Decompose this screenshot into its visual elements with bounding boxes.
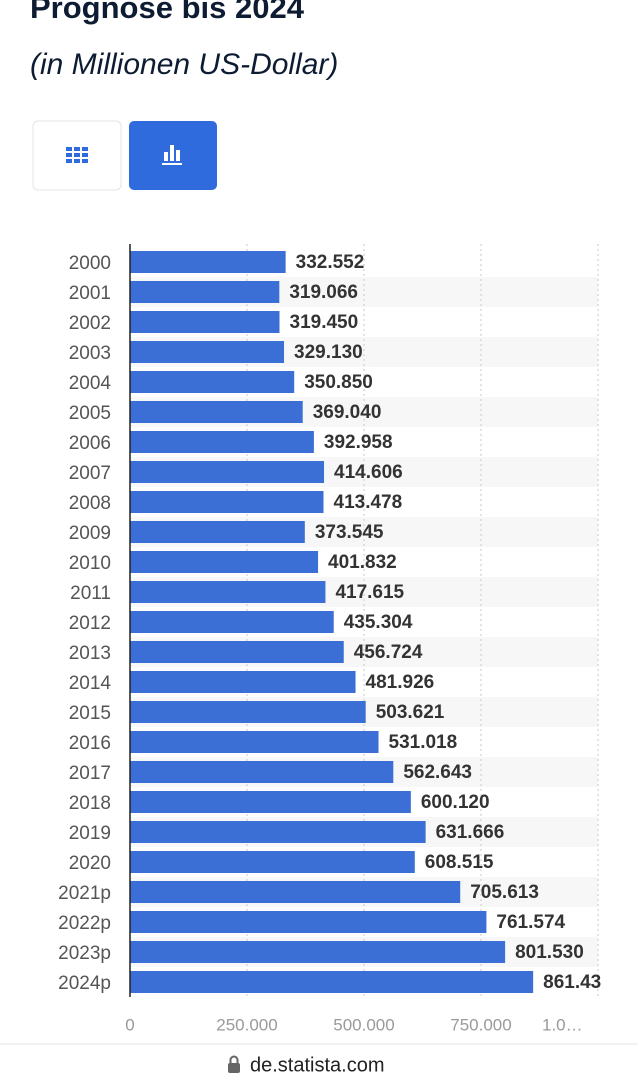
value-label: 350.850 <box>304 372 373 393</box>
y-tick-label: 2009 <box>69 523 111 544</box>
value-label: 861.43 <box>543 972 601 993</box>
value-label: 801.530 <box>515 942 584 963</box>
value-label: 329.130 <box>294 342 363 363</box>
y-tick-label: 2017 <box>69 763 111 784</box>
value-label: 369.040 <box>313 402 382 423</box>
bar <box>130 581 326 603</box>
lock-icon <box>228 1055 240 1073</box>
bar <box>130 881 461 903</box>
y-tick-label: 2022p <box>58 913 111 934</box>
y-tick-label: 2005 <box>69 403 111 424</box>
bar <box>130 911 487 933</box>
y-tick-label: 2020 <box>69 853 111 874</box>
bar <box>130 821 426 843</box>
subtitle: (in Millionen US-Dollar) <box>30 48 338 81</box>
y-tick-label: 2001 <box>69 283 111 304</box>
bar <box>130 341 285 363</box>
x-tick-label: 500.000 <box>333 1015 394 1034</box>
bar <box>130 521 305 543</box>
grid-icon <box>66 147 88 163</box>
y-tick-label: 2014 <box>69 673 112 694</box>
bar <box>130 611 334 633</box>
value-label: 373.545 <box>315 522 384 543</box>
value-label: 631.666 <box>436 822 505 843</box>
y-tick-label: 2000 <box>69 253 111 274</box>
bar <box>130 281 280 303</box>
bar <box>130 371 295 393</box>
y-tick-label: 2015 <box>69 703 111 724</box>
bar <box>130 791 411 813</box>
value-label: 481.926 <box>366 672 435 693</box>
y-tick-label: 2023p <box>58 943 111 964</box>
source: de.statista.com <box>250 1054 385 1076</box>
y-tick-label: 2004 <box>69 373 112 394</box>
bar <box>130 701 366 723</box>
y-tick-label: 2007 <box>69 463 111 484</box>
value-label: 600.120 <box>421 792 490 813</box>
x-tick-label: 0 <box>125 1015 134 1034</box>
plot: 0 250.000 500.000 750.000 1.0… 2000 332.552 200… <box>58 244 601 1034</box>
y-tick-label: 2019 <box>69 823 111 844</box>
bar <box>130 671 356 693</box>
value-label: 319.066 <box>289 282 358 303</box>
value-label: 319.450 <box>290 312 359 333</box>
value-label: 608.515 <box>425 852 494 873</box>
x-tick-label: 750.000 <box>450 1015 511 1034</box>
y-tick-label: 2018 <box>69 793 111 814</box>
value-label: 392.958 <box>324 432 393 453</box>
value-label: 413.478 <box>334 492 403 513</box>
bar <box>130 491 324 513</box>
x-tick-label: 1.0… <box>542 1015 583 1034</box>
bar <box>130 731 379 753</box>
value-label: 761.574 <box>496 912 565 933</box>
y-tick-label: 2010 <box>69 553 111 574</box>
value-label: 332.552 <box>296 252 365 273</box>
value-label: 562.643 <box>403 762 472 783</box>
value-label: 401.832 <box>328 552 397 573</box>
value-label: 705.613 <box>470 882 539 903</box>
bar <box>130 311 280 333</box>
value-label: 503.621 <box>376 702 445 723</box>
y-tick-label: 2024p <box>58 973 111 994</box>
y-tick-label: 2012 <box>69 613 111 634</box>
y-tick-label: 2016 <box>69 733 111 754</box>
value-label: 531.018 <box>389 732 458 753</box>
value-label: 435.304 <box>344 612 413 633</box>
bar <box>130 431 314 453</box>
bar <box>130 401 303 423</box>
bar-icon <box>162 145 182 165</box>
bar <box>130 461 325 483</box>
value-label: 417.615 <box>335 582 404 603</box>
bar <box>130 941 506 963</box>
y-tick-label: 2011 <box>70 583 111 604</box>
y-tick-label: 2013 <box>69 643 111 664</box>
value-label: 456.724 <box>354 642 423 663</box>
bar <box>130 251 286 273</box>
bar <box>130 551 319 573</box>
y-tick-label: 2002 <box>69 313 111 334</box>
y-tick-label: 2008 <box>69 493 111 514</box>
bar <box>130 641 344 663</box>
table-button[interactable] <box>32 120 122 191</box>
y-tick-label: 2003 <box>69 343 111 364</box>
y-tick-label: 2006 <box>69 433 111 454</box>
bar <box>130 971 534 993</box>
value-label: 414.606 <box>334 462 403 483</box>
title: Prognose bis 2024 <box>30 0 305 25</box>
bar <box>130 851 415 873</box>
x-tick-label: 250.000 <box>216 1015 277 1034</box>
y-tick-label: 2021p <box>58 883 111 904</box>
chart-button[interactable] <box>129 121 217 190</box>
bar <box>130 761 394 783</box>
